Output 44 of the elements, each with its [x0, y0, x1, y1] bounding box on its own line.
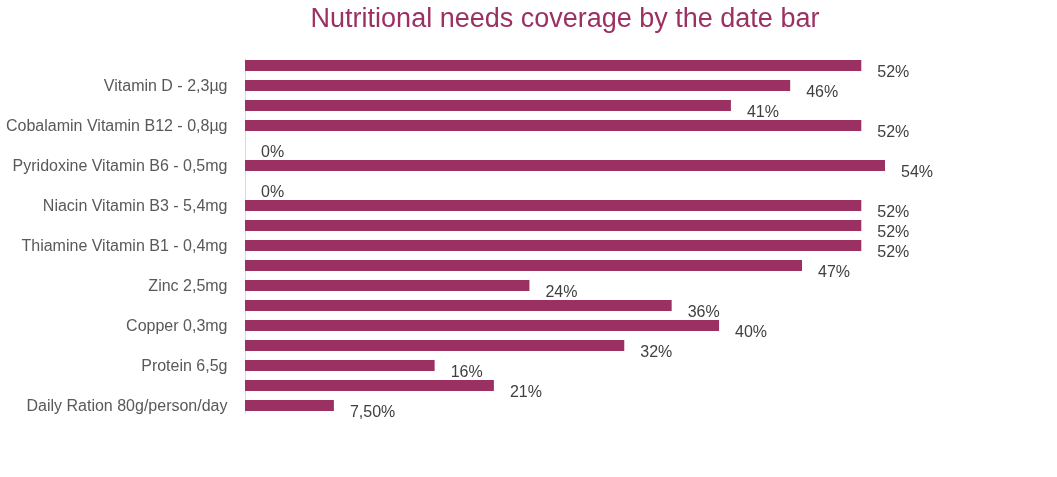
data-label: 21% — [509, 382, 542, 400]
data-label: 40% — [735, 322, 768, 340]
bar — [245, 240, 862, 251]
data-label: 7,50% — [349, 402, 396, 420]
data-label: 52% — [877, 122, 910, 140]
y-tick-label: Thiamine Vitamin B1 - 0,4mg — [21, 236, 228, 254]
data-label: 46% — [806, 82, 839, 100]
bar — [245, 120, 862, 131]
bar — [245, 400, 334, 411]
bar — [245, 360, 435, 371]
data-label: 36% — [687, 302, 720, 320]
data-label: 24% — [545, 282, 578, 300]
y-tick-label: Daily Ration 80g/person/day — [26, 396, 228, 414]
bar — [245, 320, 720, 331]
data-label: 16% — [450, 362, 483, 380]
y-tick-label: Protein 6,5g — [141, 356, 228, 374]
chart-title: Nutritional needs coverage by the date bar — [310, 3, 820, 33]
data-label: 0% — [261, 142, 285, 160]
bar — [245, 160, 885, 171]
data-label: 0% — [261, 182, 285, 200]
bar — [245, 280, 530, 291]
data-label: 52% — [877, 242, 910, 260]
bar — [245, 200, 862, 211]
bar — [245, 100, 731, 111]
data-label: 52% — [877, 62, 910, 80]
data-label: 52% — [877, 202, 910, 220]
bar — [245, 380, 494, 391]
bar — [245, 340, 625, 351]
bar — [245, 300, 672, 311]
data-label: 47% — [818, 262, 851, 280]
data-label: 32% — [640, 342, 673, 360]
y-tick-label: Niacin Vitamin B3 - 5,4mg — [42, 196, 228, 214]
data-label: 54% — [901, 162, 934, 180]
bar — [245, 60, 862, 71]
y-tick-label: Zinc 2,5mg — [148, 276, 228, 294]
data-label: 52% — [877, 222, 910, 240]
bar — [245, 260, 803, 271]
y-tick-label: Pyridoxine Vitamin B6 - 0,5mg — [12, 156, 228, 174]
data-label: 41% — [746, 102, 779, 120]
bar — [245, 80, 791, 91]
y-tick-label: Vitamin D - 2,3µg — [103, 76, 228, 94]
y-tick-label: Copper 0,3mg — [126, 316, 228, 334]
y-tick-label: Cobalamin Vitamin B12 - 0,8µg — [6, 116, 228, 134]
bar — [245, 220, 862, 231]
